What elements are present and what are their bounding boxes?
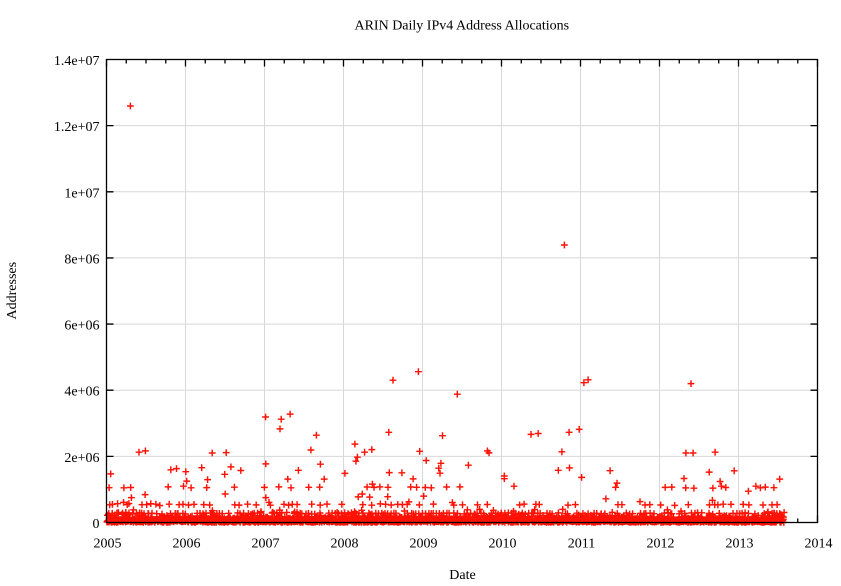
svg-text:8e+06: 8e+06 — [64, 252, 99, 267]
svg-text:2013: 2013 — [726, 537, 754, 552]
svg-text:2012: 2012 — [647, 537, 675, 552]
svg-text:2010: 2010 — [489, 537, 517, 552]
svg-text:2009: 2009 — [410, 537, 438, 552]
svg-text:4e+06: 4e+06 — [64, 385, 99, 400]
svg-text:ARIN Daily IPv4 Address Alloca: ARIN Daily IPv4 Address Allocations — [354, 19, 569, 34]
svg-text:1e+07: 1e+07 — [64, 186, 99, 201]
svg-text:2e+06: 2e+06 — [64, 451, 99, 466]
svg-text:0: 0 — [93, 517, 100, 532]
svg-text:2006: 2006 — [173, 537, 201, 552]
svg-text:2008: 2008 — [331, 537, 359, 552]
svg-text:2014: 2014 — [805, 537, 833, 552]
svg-text:2011: 2011 — [568, 537, 595, 552]
svg-text:2005: 2005 — [94, 537, 122, 552]
svg-text:6e+06: 6e+06 — [64, 319, 99, 334]
svg-text:Date: Date — [449, 568, 475, 583]
svg-text:1.2e+07: 1.2e+07 — [54, 120, 100, 135]
svg-text:2007: 2007 — [252, 537, 280, 552]
svg-text:1.4e+07: 1.4e+07 — [54, 54, 100, 69]
svg-text:Addresses: Addresses — [5, 262, 20, 320]
